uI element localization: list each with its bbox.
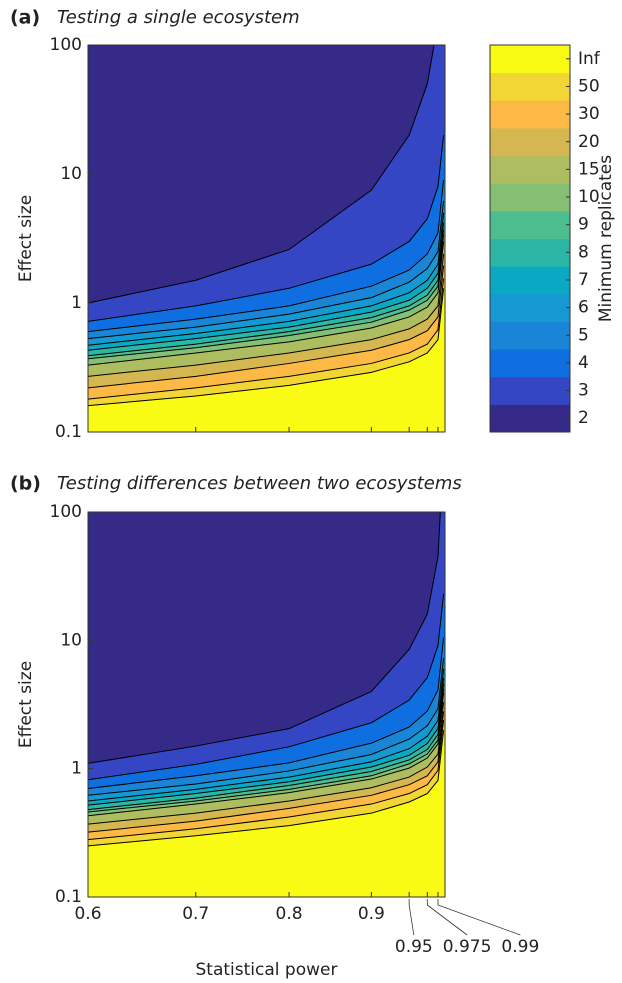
contour-line [88, 45, 435, 304]
axes-box [87, 44, 446, 433]
contour-line [88, 229, 445, 357]
colorbar-tick-label: 10 [578, 187, 600, 207]
y-axis-label: Effect size [16, 661, 36, 748]
x-tick-label: 0.95 [395, 937, 433, 957]
contour-line [88, 135, 445, 322]
contour-line [88, 683, 445, 811]
contour-line [88, 688, 445, 813]
colorbar-band [490, 100, 570, 129]
y-tick-label: 1 [71, 759, 82, 779]
contour-line [88, 677, 445, 806]
colorbar-tick-label: 9 [578, 215, 589, 235]
colorbar-band [490, 238, 570, 267]
contour-line [88, 692, 445, 817]
colorbar-frame [489, 44, 571, 433]
y-tick-label: 10 [60, 164, 82, 184]
colorbar-band [490, 321, 570, 350]
y-tick-label: 100 [50, 502, 82, 522]
contour-line [88, 668, 445, 802]
contour-line [88, 234, 445, 360]
panel-title: Testing a single ecosystem [57, 7, 300, 28]
colorbar-band [490, 183, 570, 212]
colorbar-tick-label: Inf [578, 49, 601, 69]
contour-line [88, 241, 445, 366]
contour-line [88, 179, 445, 333]
contour-line [88, 711, 445, 833]
contour-line [88, 512, 441, 764]
colorbar-tick-label: 5 [578, 325, 589, 345]
colorbar-band [490, 266, 570, 295]
y-tick-label: 100 [50, 35, 82, 55]
plot-area [88, 45, 445, 432]
contour-line [88, 212, 445, 346]
x-tick-label: 0.9 [358, 904, 385, 924]
colorbar-label: Minimum replicates [596, 155, 616, 322]
colorbar-band [490, 376, 570, 405]
contour-line [88, 278, 445, 400]
contour-line [88, 265, 445, 389]
colorbar-tick-label: 8 [578, 242, 589, 262]
tick-leader [437, 899, 521, 936]
contour-line [88, 253, 445, 377]
colorbar-band [490, 155, 570, 184]
x-tick-label: 0.8 [276, 904, 303, 924]
colorbar-tick-label: 7 [578, 270, 589, 290]
x-tick-label: 0.7 [182, 904, 209, 924]
colorbar-tick-label: 6 [578, 298, 589, 318]
y-tick-label: 0.1 [55, 887, 82, 907]
colorbar-band [490, 72, 570, 101]
contour-fill [88, 45, 435, 303]
colorbar-tick-label: 30 [578, 104, 600, 124]
plot-area [88, 512, 445, 897]
contour-line [88, 637, 445, 790]
contour-line [88, 702, 445, 825]
contour-line [88, 719, 445, 841]
axes-box [87, 511, 446, 898]
colorbar-tick-label: 50 [578, 76, 600, 96]
tick-leader [408, 899, 415, 936]
contour-line [88, 200, 445, 340]
contour-line [88, 657, 445, 796]
y-tick-label: 1 [71, 293, 82, 313]
colorbar-band [490, 404, 570, 433]
contour-line [88, 288, 445, 407]
panel-label: (a) [10, 7, 40, 29]
contour-line [88, 222, 445, 351]
x-tick-label: 0.6 [74, 904, 101, 924]
colorbar-band [490, 45, 570, 74]
colorbar-band [490, 127, 570, 157]
contour-line [88, 593, 445, 781]
colorbar-band [490, 210, 570, 239]
colorbar-tick-label: 3 [578, 381, 589, 401]
y-tick-label: 0.1 [55, 422, 82, 442]
colorbar-band [490, 293, 570, 322]
panel-label: (b) [10, 473, 41, 495]
x-axis-label: Statistical power [196, 960, 338, 980]
y-tick-label: 10 [60, 630, 82, 650]
x-tick-label: 0.975 [443, 937, 492, 957]
colorbar-tick-label: 20 [578, 132, 600, 152]
colorbar-tick-label: 2 [578, 408, 589, 428]
panel-title: Testing differences between two ecosyste… [57, 473, 462, 494]
colorbar-tick-label: 4 [578, 353, 589, 373]
y-axis-label: Effect size [16, 195, 36, 282]
colorbar-tick-label: 15 [578, 159, 600, 179]
tick-leader [426, 899, 468, 936]
colorbar-band [490, 349, 570, 378]
x-tick-label: 0.99 [501, 937, 539, 957]
contour-fill [88, 512, 441, 764]
contour-line [88, 729, 445, 847]
